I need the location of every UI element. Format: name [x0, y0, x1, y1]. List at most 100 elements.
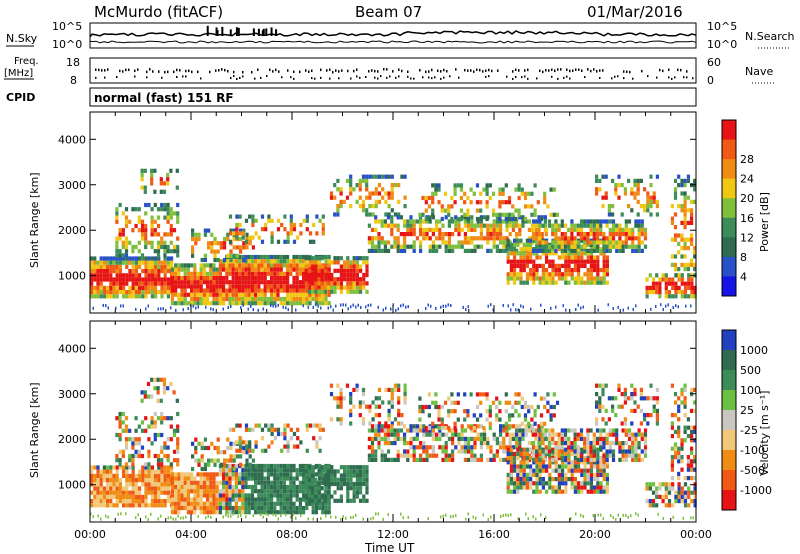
heatmap-cell	[358, 404, 362, 409]
heatmap-cell	[441, 449, 445, 454]
heatmap-cell	[690, 294, 694, 299]
heatmap-cell	[686, 195, 690, 200]
heatmap-cell	[311, 505, 315, 511]
heatmap-cell	[680, 246, 684, 251]
heatmap-cell	[349, 264, 353, 269]
heatmap-cell	[311, 264, 315, 269]
heatmap-cell	[314, 472, 318, 477]
heatmap-cell	[374, 457, 378, 462]
heatmap-cell	[153, 411, 157, 417]
heatmap-cell	[90, 277, 94, 282]
heatmap-cell	[308, 301, 312, 306]
heatmap-cell	[567, 263, 571, 268]
heatmap-cell	[193, 489, 197, 494]
heatmap-cell	[203, 253, 207, 258]
heatmap-cell	[593, 263, 597, 268]
heatmap-cell	[289, 263, 293, 268]
heatmap-cell	[453, 200, 457, 205]
heatmap-cell	[202, 267, 206, 272]
heatmap-cell	[270, 284, 274, 289]
heatmap-cell	[531, 441, 536, 446]
heatmap-cell	[489, 445, 493, 450]
freq-mark	[401, 69, 403, 73]
heatmap-cell	[247, 493, 251, 498]
heatmap-cell	[543, 195, 547, 201]
heatmap-cell	[428, 219, 432, 224]
heatmap-cell	[124, 437, 129, 442]
heatmap-cell	[680, 183, 684, 188]
heatmap-cell	[547, 223, 552, 228]
heatmap-cell	[551, 451, 555, 456]
heatmap-cell	[172, 458, 177, 463]
heatmap-cell	[680, 262, 684, 267]
heatmap-cell	[144, 503, 148, 508]
heatmap-cell	[447, 248, 451, 253]
heatmap-cell	[541, 477, 545, 482]
heatmap-cell	[302, 259, 306, 264]
heatmap-cell	[115, 486, 119, 491]
heatmap-cell	[513, 268, 517, 273]
heatmap-cell	[323, 477, 327, 482]
heatmap-cell	[397, 400, 401, 405]
heatmap-cell	[624, 219, 628, 224]
heatmap-cell	[320, 285, 324, 290]
heatmap-cell	[538, 248, 542, 253]
power-colorbar-label: Power [dB]	[758, 192, 771, 252]
heatmap-cell	[169, 223, 173, 229]
heatmap-cell	[289, 227, 293, 232]
heatmap-cell	[539, 413, 544, 418]
heatmap-cell	[228, 472, 232, 477]
heatmap-cell	[223, 245, 227, 250]
heatmap-cell	[524, 424, 528, 429]
heatmap-cell	[509, 468, 513, 473]
heatmap-cell	[686, 262, 690, 267]
heatmap-cell	[170, 469, 174, 474]
heatmap-cell	[652, 199, 656, 204]
heatmap-cell	[541, 449, 545, 454]
heatmap-cell	[186, 501, 190, 506]
heatmap-cell	[525, 276, 529, 281]
heatmap-cell	[202, 476, 206, 481]
heatmap-cell	[655, 204, 659, 209]
heatmap-cell	[238, 497, 242, 502]
heatmap-cell	[231, 510, 235, 515]
heatmap-cell	[387, 212, 391, 217]
heatmap-cell	[250, 271, 254, 276]
heatmap-cell	[163, 482, 167, 487]
heatmap-cell	[131, 273, 135, 278]
heatmap-cell	[390, 219, 394, 224]
heatmap-cell	[383, 453, 387, 458]
heatmap-cell	[349, 285, 353, 290]
heatmap-cell	[323, 281, 327, 286]
ground-scatter-cell	[350, 305, 352, 309]
heatmap-cell	[557, 236, 561, 241]
heatmap-cell	[174, 501, 178, 506]
heatmap-cell	[292, 493, 296, 498]
heatmap-cell	[279, 510, 283, 515]
heatmap-cell	[531, 227, 535, 232]
heatmap-cell	[693, 294, 697, 299]
heatmap-cell	[283, 227, 287, 232]
heatmap-cell	[406, 428, 410, 433]
heatmap-cell	[292, 301, 296, 306]
colorbar-tick-label: 8	[740, 251, 747, 264]
heatmap-cell	[456, 216, 460, 222]
heatmap-cell	[263, 484, 267, 490]
ground-scatter-cell	[530, 307, 532, 311]
heatmap-cell	[170, 267, 174, 272]
heatmap-cell	[251, 214, 255, 219]
heatmap-cell	[238, 284, 242, 289]
heatmap-cell	[424, 208, 428, 213]
heatmap-cell	[447, 236, 451, 241]
heatmap-cell	[177, 493, 181, 498]
heatmap-cell	[330, 272, 334, 278]
heatmap-cell	[196, 296, 200, 302]
heatmap-cell	[197, 232, 201, 237]
heatmap-cell	[651, 290, 656, 295]
heatmap-cell	[475, 183, 480, 188]
heatmap-cell	[673, 191, 678, 196]
heatmap-cell	[273, 501, 277, 506]
heatmap-cell	[463, 248, 467, 253]
heatmap-cell	[680, 254, 684, 259]
heatmap-cell	[163, 277, 167, 282]
